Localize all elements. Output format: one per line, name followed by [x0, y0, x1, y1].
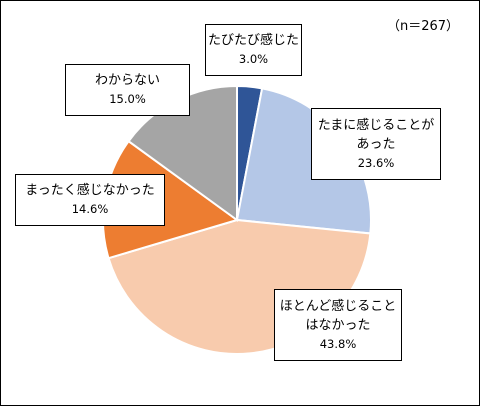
slice-label-text: たびたび感じた [207, 33, 299, 48]
slice-value-label: 23.6% [357, 155, 395, 170]
slice-label-occasionally: たまに感じることが あった 23.6% [311, 108, 441, 180]
sample-size-label: （n＝267） [387, 19, 460, 34]
slice-label-rarely: ほとんど感じること はなかった 43.8% [274, 289, 402, 361]
slice-value-label: 14.6% [71, 202, 109, 216]
slice-label-text: はなかった [305, 317, 371, 333]
slice-label-never: まったく感じなかった 14.6% [15, 174, 165, 226]
slice-label-text: たまに感じることが [317, 117, 435, 133]
slice-label-text: まったく感じなかった [25, 183, 155, 198]
slice-value-label: 3.0% [238, 52, 269, 66]
slice-label-text: ほとんど感じること [279, 298, 397, 314]
slice-value-label: 15.0% [109, 92, 146, 106]
slice-label-unknown: わからない 15.0% [65, 64, 190, 116]
slice-value-label: 43.8% [319, 336, 357, 351]
slice-label-text: あった [356, 136, 396, 152]
slice-label-text: わからない [94, 73, 160, 88]
slice-label-frequently: たびたび感じた 3.0% [205, 24, 302, 76]
